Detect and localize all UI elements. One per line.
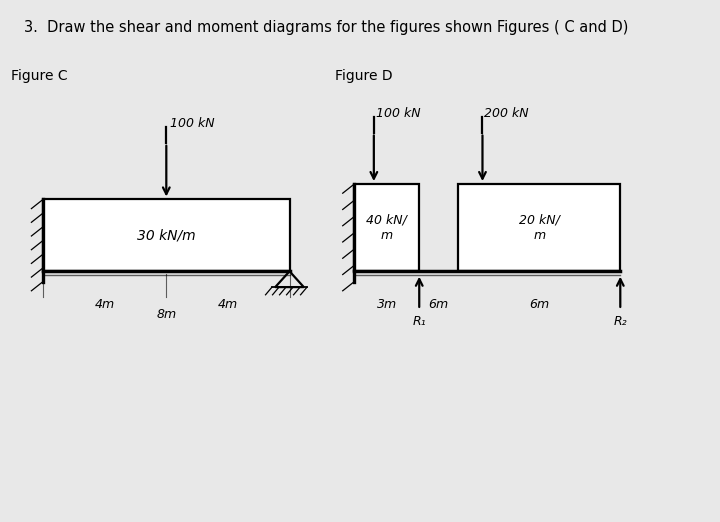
Text: R₁: R₁ <box>413 315 426 328</box>
Text: 40 kN/
m: 40 kN/ m <box>366 213 408 242</box>
Text: 4m: 4m <box>218 298 238 311</box>
Text: 100 kN: 100 kN <box>169 117 214 130</box>
FancyBboxPatch shape <box>354 184 419 271</box>
Text: 6m: 6m <box>529 298 549 311</box>
Text: 3m: 3m <box>377 298 397 311</box>
Text: 4m: 4m <box>94 298 114 311</box>
Text: 100 kN: 100 kN <box>376 106 420 120</box>
Text: 6m: 6m <box>428 298 449 311</box>
Text: 3.  Draw the shear and moment diagrams for the figures shown Figures ( C and D): 3. Draw the shear and moment diagrams fo… <box>24 20 628 34</box>
Text: 200 kN: 200 kN <box>485 106 529 120</box>
Text: Figure D: Figure D <box>335 69 392 83</box>
Text: 8m: 8m <box>156 309 176 322</box>
Text: 20 kN/
m: 20 kN/ m <box>519 213 559 242</box>
Text: R₂: R₂ <box>613 315 627 328</box>
FancyBboxPatch shape <box>458 184 621 271</box>
FancyBboxPatch shape <box>43 199 289 271</box>
Text: 30 kN/m: 30 kN/m <box>137 228 196 242</box>
Text: Figure C: Figure C <box>11 69 67 83</box>
